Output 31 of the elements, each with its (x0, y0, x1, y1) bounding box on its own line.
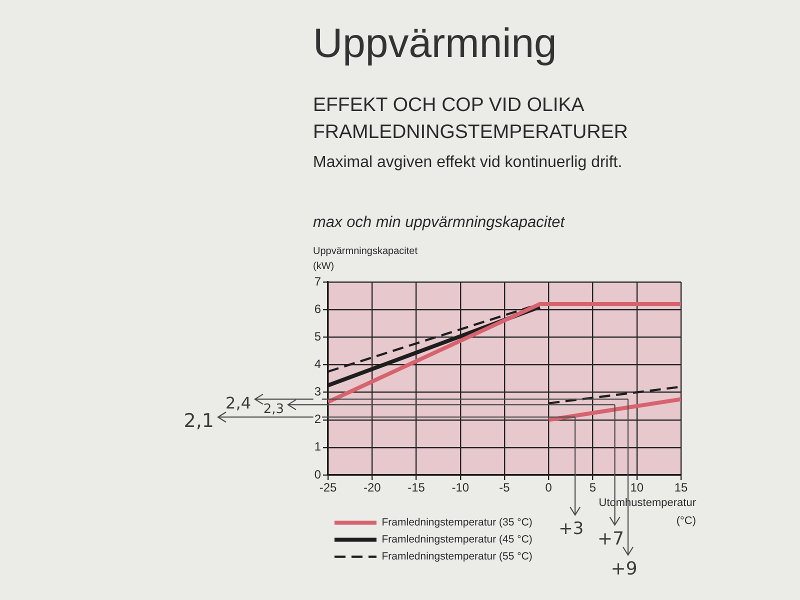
x-tick-label: -5 (499, 480, 510, 495)
annotation: +7 (598, 528, 624, 550)
y-tick-label: 4 (314, 357, 322, 372)
annotation: 2,3 (263, 402, 284, 418)
x-tick-label: 5 (589, 480, 596, 495)
x-tick-label: 15 (674, 480, 688, 495)
y-axis-title: Uppvärmningskapacitet (kW) (313, 245, 418, 274)
legend-label: Framledningstemperatur (55 °C) (382, 550, 532, 563)
y-tick-label: 0 (314, 467, 322, 482)
chart-title: Uppvärmning (313, 19, 557, 67)
annotation: +9 (610, 558, 638, 580)
y-tick-label: 3 (314, 384, 322, 399)
annotation: 2,1 (184, 410, 214, 432)
x-tick-label: -10 (452, 480, 470, 495)
y-tick-label: 1 (314, 440, 322, 454)
annotation: 2,4 (226, 393, 251, 412)
x-tick-label: 10 (630, 480, 644, 495)
annotation: +3 (558, 518, 584, 539)
legend-label: Framledningstemperatur (35 °C) (382, 516, 532, 529)
y-tick-label: 5 (314, 329, 322, 344)
legend-label: Framledningstemperatur (45 °C) (382, 534, 532, 546)
x-tick-label: -20 (363, 480, 382, 495)
chart-subtitle: EFFEKT OCH COP VID OLIKA FRAMLEDNINGSTEMPERATURER (313, 93, 629, 145)
text: Maximal avgiven effekt vid kontinuerlig drift. (313, 153, 622, 172)
x-tick-label: -15 (408, 480, 426, 495)
y-tick-label: 2 (314, 412, 322, 426)
text: max och min uppvärmningskapacitet (313, 214, 565, 232)
x-tick-label: 0 (545, 480, 552, 495)
y-tick-label: 6 (314, 302, 322, 316)
y-tick-label: 7 (314, 274, 322, 288)
x-tick-label: -25 (319, 480, 337, 495)
